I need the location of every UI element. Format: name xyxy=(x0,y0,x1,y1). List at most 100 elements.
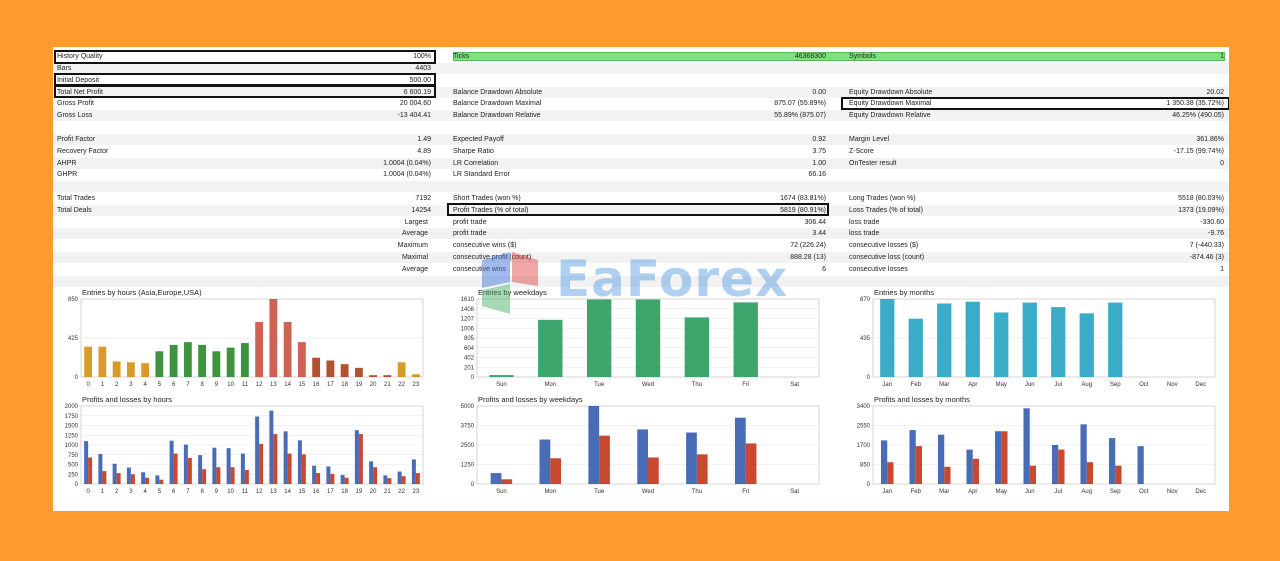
bar xyxy=(269,299,278,377)
stat-label: Ticks xyxy=(453,53,470,60)
x-tick-label: Oct xyxy=(1139,382,1149,388)
x-tick-label: Aug xyxy=(1081,489,1092,495)
stat-value: 0.92 xyxy=(812,135,826,143)
x-tick-label: 15 xyxy=(299,382,306,388)
stat-value: 20.02 xyxy=(1206,88,1224,96)
bar xyxy=(635,299,661,377)
x-tick-label: Wed xyxy=(642,382,654,388)
stat-value xyxy=(733,182,826,192)
y-tick-label: 402 xyxy=(464,356,475,362)
table-stripe xyxy=(53,228,1229,240)
stat-label: Expected Payoff xyxy=(453,135,504,143)
loss-bar xyxy=(145,477,150,484)
stat-label: Average xyxy=(402,265,428,273)
stat-value: 1 xyxy=(1220,265,1224,273)
x-tick-label: 0 xyxy=(86,489,90,495)
stat-label: loss trade xyxy=(849,218,880,226)
loss-bar xyxy=(173,453,178,484)
stat-value: 1.0004 (0.04%) xyxy=(383,171,431,179)
x-tick-label: 12 xyxy=(256,382,263,388)
bar xyxy=(369,375,378,377)
y-tick-label: 3400 xyxy=(857,404,871,410)
x-tick-label: Jun xyxy=(1025,382,1035,388)
x-tick-label: Oct xyxy=(1139,489,1149,495)
x-tick-label: Sun xyxy=(496,382,507,388)
chart-title: Entries by weekdays xyxy=(478,288,547,297)
profit-bar xyxy=(84,441,89,484)
loss-bar xyxy=(387,478,392,484)
x-tick-label: 21 xyxy=(384,382,391,388)
profit-bar xyxy=(297,440,302,484)
x-tick-label: Apr xyxy=(968,382,977,388)
loss-bar xyxy=(116,473,121,484)
profit-bar xyxy=(1023,408,1030,484)
bar xyxy=(312,357,321,377)
stat-value xyxy=(343,182,431,192)
watermark-text: EaForex xyxy=(556,250,789,308)
stat-value: 5518 (80.03%) xyxy=(1178,195,1224,203)
x-tick-label: 6 xyxy=(172,489,176,495)
stat-label: LR Standard Error xyxy=(453,171,510,179)
loss-bar xyxy=(316,473,321,484)
table-stripe xyxy=(53,157,1229,169)
loss-bar xyxy=(230,467,235,484)
stat-value: 1 xyxy=(1220,53,1224,60)
stat-value: -9.76 xyxy=(1208,230,1224,238)
x-tick-label: 11 xyxy=(242,382,249,388)
x-tick-label: Thu xyxy=(692,382,702,388)
y-tick-label: 2000 xyxy=(65,404,79,410)
profit-bar xyxy=(283,431,288,484)
loss-bar xyxy=(330,473,335,484)
x-tick-label: 18 xyxy=(341,489,348,495)
chart-title: Profits and losses by hours xyxy=(82,395,172,404)
loss-bar xyxy=(358,434,363,484)
y-tick-label: 0 xyxy=(75,482,79,488)
stat-value xyxy=(343,253,431,263)
bar xyxy=(1051,307,1066,377)
bar xyxy=(937,303,952,377)
loss-bar xyxy=(972,458,980,484)
x-tick-label: Sat xyxy=(790,489,799,495)
profit-bar xyxy=(383,475,388,484)
highlight-history-quality xyxy=(54,50,436,64)
stat-label: Total Trades xyxy=(57,195,96,203)
x-tick-label: 14 xyxy=(284,382,291,388)
loss-bar xyxy=(915,446,923,484)
table-stripe xyxy=(53,63,1229,74)
x-tick-label: 18 xyxy=(341,382,348,388)
bar xyxy=(226,347,235,377)
stat-value: -13 404.41 xyxy=(397,112,431,120)
stat-value: 6 600.19 xyxy=(403,88,431,96)
stat-label: Short Trades (won %) xyxy=(453,195,521,203)
loss-bar xyxy=(401,476,406,484)
loss-bar xyxy=(1086,462,1094,484)
profit-bar xyxy=(326,466,331,484)
y-tick-label: 1250 xyxy=(65,433,79,439)
stat-label: consecutive losses ($) xyxy=(849,242,919,250)
stat-value: 55.89% (875.07) xyxy=(774,112,826,120)
y-tick-label: 604 xyxy=(464,346,475,352)
stat-value xyxy=(343,218,431,228)
x-tick-label: 19 xyxy=(356,489,363,495)
x-tick-label: Feb xyxy=(911,382,922,388)
y-tick-label: 1408 xyxy=(461,307,475,313)
y-tick-label: 0 xyxy=(867,482,871,488)
y-tick-label: 870 xyxy=(860,297,871,303)
x-tick-label: 7 xyxy=(186,489,190,495)
x-tick-label: 23 xyxy=(413,382,420,388)
stat-value: 306.44 xyxy=(804,218,826,226)
loss-bar xyxy=(944,466,951,484)
x-tick-label: Jan xyxy=(882,382,892,388)
stat-label: GHPR xyxy=(57,171,78,179)
stat-value: -330.60 xyxy=(1200,218,1224,226)
x-tick-label: 7 xyxy=(186,382,190,388)
y-tick-label: 2550 xyxy=(857,424,871,430)
x-tick-label: Fri xyxy=(742,489,749,495)
x-tick-label: 9 xyxy=(215,382,219,388)
bar xyxy=(538,319,563,377)
profit-bar xyxy=(112,463,117,484)
x-tick-label: 19 xyxy=(356,382,363,388)
stat-value: 1.00 xyxy=(812,159,826,167)
stat-value: 4403 xyxy=(415,65,431,72)
x-tick-label: 12 xyxy=(256,489,263,495)
